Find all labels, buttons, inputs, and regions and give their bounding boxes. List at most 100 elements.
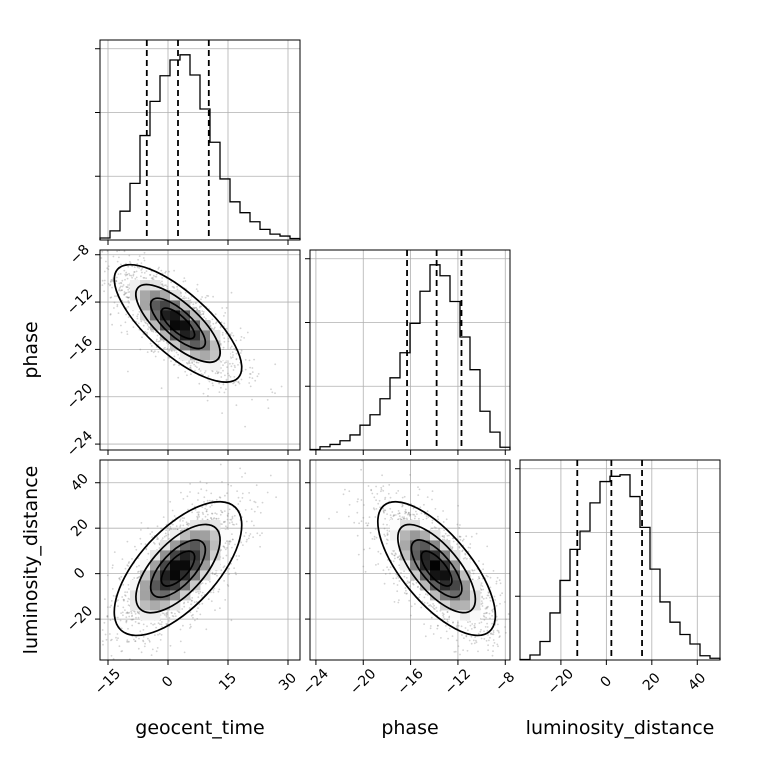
sample-point	[80, 640, 82, 642]
sample-point	[127, 370, 129, 373]
sample-point	[110, 279, 113, 281]
sample-point	[131, 614, 134, 617]
sample-point	[118, 282, 121, 285]
sample-point	[114, 295, 116, 298]
sample-point	[253, 510, 256, 513]
sample-point	[211, 318, 214, 321]
sample-point	[253, 524, 255, 527]
sample-point	[228, 540, 231, 543]
density-cell	[130, 300, 141, 311]
sample-point	[370, 489, 373, 492]
sample-point	[386, 539, 389, 541]
sample-point	[103, 621, 106, 624]
sample-point	[388, 530, 391, 533]
sample-point	[123, 599, 125, 602]
sample-point	[222, 545, 225, 548]
sample-point	[142, 623, 145, 626]
sample-point	[139, 537, 142, 540]
sample-point	[220, 361, 223, 363]
sample-point	[135, 565, 138, 568]
sample-point	[176, 610, 179, 612]
sample-point	[225, 540, 228, 543]
sample-point	[207, 395, 209, 397]
histogram-luminosity_distance	[519, 474, 721, 661]
sample-point	[445, 625, 447, 627]
sample-point	[417, 585, 419, 588]
sample-point	[122, 614, 124, 617]
sample-point	[481, 596, 484, 599]
sample-point	[478, 577, 480, 580]
sample-point	[111, 278, 114, 281]
density-cell	[160, 560, 171, 571]
sample-point	[146, 351, 149, 353]
sample-point	[397, 490, 400, 492]
sample-point	[217, 371, 220, 374]
sample-point	[169, 644, 172, 647]
sample-point	[126, 273, 128, 276]
sample-point	[178, 364, 180, 367]
sample-point	[200, 305, 203, 308]
histogram-panel-geocent_time	[95, 39, 301, 245]
sample-point	[236, 455, 238, 457]
sample-point	[206, 513, 209, 516]
sample-point	[469, 547, 472, 549]
sample-point	[466, 557, 468, 560]
sample-point	[181, 517, 184, 519]
sample-point	[234, 384, 237, 387]
sample-point	[91, 602, 93, 604]
sample-point	[485, 574, 488, 577]
density-cell	[170, 600, 181, 611]
density-cell	[140, 590, 151, 601]
sample-point	[236, 558, 239, 561]
sample-point	[459, 524, 461, 526]
sample-point	[496, 643, 499, 646]
sample-point	[228, 522, 231, 524]
sample-point	[393, 514, 395, 517]
sample-point	[230, 619, 233, 622]
sample-point	[117, 273, 120, 276]
sample-point	[127, 296, 130, 299]
sample-point	[208, 380, 211, 383]
sample-point	[223, 315, 225, 317]
sample-point	[110, 280, 112, 283]
sample-point	[165, 614, 168, 617]
sample-point	[409, 585, 411, 587]
sample-point	[176, 288, 179, 291]
sample-point	[367, 522, 370, 525]
sample-point	[157, 622, 160, 624]
sample-point	[403, 495, 406, 498]
sample-point	[109, 619, 112, 622]
sample-point	[388, 484, 391, 486]
sample-point	[151, 536, 154, 538]
sample-point	[384, 509, 387, 512]
sample-point	[488, 639, 490, 642]
sample-point	[507, 613, 510, 615]
sample-point	[133, 610, 135, 612]
sample-point	[452, 540, 455, 543]
sample-point	[274, 392, 276, 395]
sample-point	[412, 507, 415, 510]
sample-point	[471, 623, 474, 625]
sample-point	[110, 638, 113, 641]
sample-point	[373, 496, 376, 499]
density-cell	[160, 550, 171, 561]
sample-point	[195, 306, 197, 309]
sample-point	[267, 407, 270, 410]
sample-point	[491, 609, 493, 612]
sample-point	[124, 292, 127, 295]
sample-point	[228, 508, 231, 511]
sample-point	[158, 632, 161, 635]
sample-point	[248, 492, 251, 494]
sample-point	[210, 492, 213, 495]
density-cell	[190, 560, 201, 571]
sample-point	[473, 642, 476, 645]
sample-point	[94, 243, 96, 245]
sample-point	[280, 385, 283, 388]
contour-0.5-sigma	[113, 263, 243, 383]
sample-point	[175, 525, 178, 528]
sample-point	[233, 567, 236, 569]
sample-point	[152, 351, 155, 354]
sample-point	[100, 257, 103, 259]
sample-point	[211, 512, 214, 515]
sample-point	[100, 247, 102, 249]
